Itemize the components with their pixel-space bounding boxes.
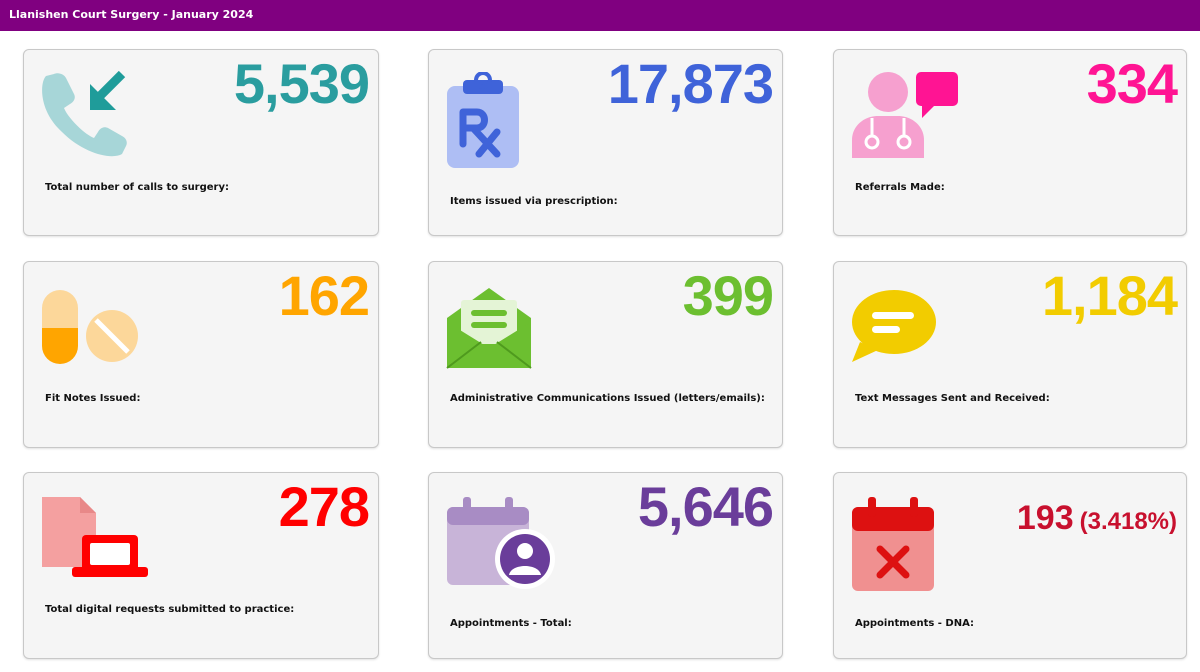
page-title: Llanishen Court Surgery - January 2024 [9, 8, 254, 21]
calendar-user-icon [445, 495, 555, 595]
stat-label: Total number of calls to surgery: [45, 182, 230, 193]
stat-value: 399 [682, 264, 774, 327]
prescription-icon [445, 71, 521, 174]
stat-label: Text Messages Sent and Received: [855, 393, 1050, 404]
chat-bubble-icon [850, 288, 940, 368]
card-appointments-total: 5,646 Appointments - Total: [428, 472, 783, 659]
card-referrals: 334 Referrals Made: [833, 49, 1187, 236]
stat-value: 17,873 [607, 52, 774, 115]
stat-label: Items issued via prescription: [450, 196, 618, 207]
calendar-cancel-icon [850, 495, 936, 597]
stat-label: Appointments - Total: [450, 618, 572, 629]
incoming-call-icon [40, 70, 130, 164]
stat-label: Administrative Communications Issued (le… [450, 393, 765, 404]
stat-label: Fit Notes Issued: [45, 393, 141, 404]
doctor-referral-icon [850, 70, 960, 164]
stat-value: 5,646 [637, 475, 774, 538]
header-bar: Llanishen Court Surgery - January 2024 [0, 0, 1200, 31]
card-fit-notes: 162 Fit Notes Issued: [23, 261, 379, 448]
stat-value: 193 (3.418%) [1017, 501, 1177, 535]
digital-request-icon [40, 495, 152, 585]
stat-value: 162 [278, 264, 370, 327]
card-prescriptions: 17,873 Items issued via prescription: [428, 49, 783, 236]
pills-icon [40, 288, 140, 372]
stat-value: 1,184 [1041, 264, 1178, 327]
stat-value: 278 [278, 475, 370, 538]
open-envelope-icon [445, 284, 533, 374]
stat-value: 334 [1086, 52, 1178, 115]
card-digital-requests: 278 Total digital requests submitted to … [23, 472, 379, 659]
stat-label: Referrals Made: [855, 182, 945, 193]
dna-count: 193 [1016, 499, 1074, 537]
card-text-messages: 1,184 Text Messages Sent and Received: [833, 261, 1187, 448]
stat-label: Appointments - DNA: [855, 618, 975, 629]
dna-percentage: (3.418%) [1079, 508, 1177, 535]
card-calls: 5,539 Total number of calls to surgery: [23, 49, 379, 236]
stat-value: 5,539 [233, 52, 370, 115]
card-admin-communications: 399 Administrative Communications Issued… [428, 261, 783, 448]
stat-label: Total digital requests submitted to prac… [45, 604, 295, 615]
card-appointments-dna: 193 (3.418%) Appointments - DNA: [833, 472, 1187, 659]
